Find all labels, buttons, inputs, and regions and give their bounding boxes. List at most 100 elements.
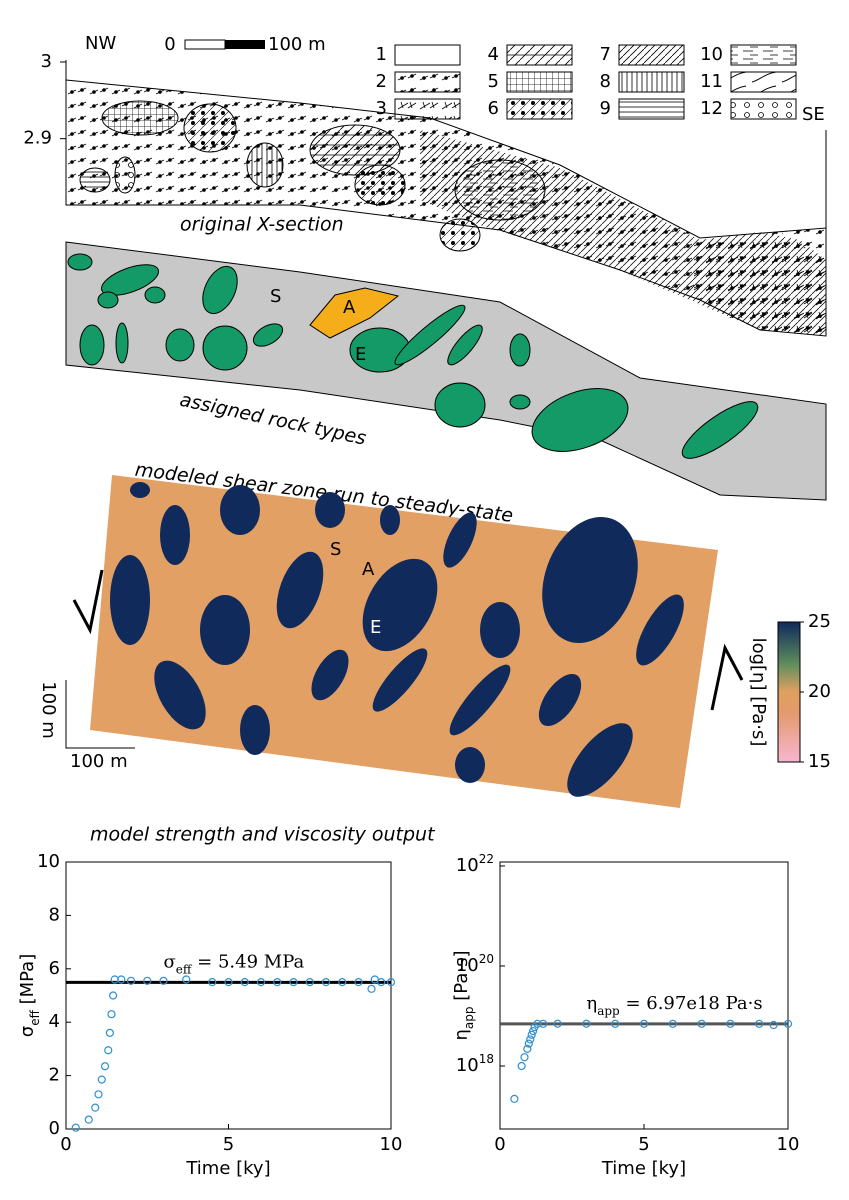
- point: [256, 978, 266, 987]
- point: [526, 1035, 535, 1044]
- y-tick-label: 6: [49, 958, 60, 979]
- plot-area: [65, 861, 392, 1130]
- point: [117, 975, 126, 984]
- point: [97, 1075, 106, 1084]
- point: [109, 991, 118, 1000]
- y-tick-label: 0: [49, 1118, 60, 1139]
- point: [377, 978, 386, 987]
- point: [84, 1115, 93, 1124]
- point: [182, 975, 191, 984]
- legend-swatch: [618, 71, 685, 93]
- legend-swatch: [506, 71, 573, 93]
- superscript: 20: [479, 951, 494, 965]
- rock-label: A: [362, 559, 375, 580]
- plot-area: [499, 861, 789, 1130]
- rock-label: S: [330, 539, 341, 560]
- scale-bar: [225, 40, 265, 49]
- x-axis-label: Time [ky]: [185, 1158, 270, 1179]
- section-caption: original X-section: [180, 214, 344, 236]
- point: [769, 1020, 778, 1030]
- base: 10: [456, 855, 479, 876]
- point: [697, 1019, 706, 1028]
- label: σeff [MPa]: [17, 954, 42, 1037]
- legend-label: 7: [600, 44, 611, 65]
- unit: [309, 124, 401, 176]
- legend-label: 6: [488, 98, 499, 119]
- legend-label: 8: [600, 71, 611, 92]
- legend-label: 4: [488, 44, 499, 65]
- base: [MPa]: [17, 954, 38, 1010]
- point: [94, 1090, 103, 1099]
- point: [582, 1019, 591, 1028]
- point: [539, 1019, 548, 1028]
- scale-label: 100 m: [268, 34, 326, 55]
- base: = 5.49 MPa: [191, 951, 304, 972]
- assigned-section: S A E assigned rock types: [65, 241, 827, 501]
- unit: [690, 232, 826, 336]
- point: [726, 1019, 735, 1028]
- y-tick-label: 8: [49, 904, 60, 925]
- tick-label: 3: [41, 51, 52, 72]
- shear-zone-model: modeled shear zone run to steady-state S…: [38, 459, 831, 808]
- point: [143, 976, 152, 985]
- y-tick-label: 2: [49, 1065, 60, 1086]
- point: [520, 1053, 529, 1062]
- point: [783, 1019, 793, 1028]
- point: [107, 1010, 116, 1019]
- label: 1022: [456, 851, 494, 876]
- point: [510, 1094, 519, 1103]
- base: σ: [164, 951, 176, 972]
- subscript: eff: [176, 962, 193, 976]
- unit: [79, 167, 111, 193]
- point: [321, 978, 331, 987]
- point: [91, 1103, 100, 1112]
- base: 10: [456, 955, 479, 976]
- point: [240, 978, 249, 987]
- green-bodies: [67, 253, 759, 459]
- rock-label: E: [355, 344, 366, 365]
- unit: [354, 164, 406, 206]
- point: [517, 1061, 526, 1071]
- legend-label: 11: [700, 71, 723, 92]
- point: [126, 976, 136, 985]
- y-tick-label: 4: [49, 1011, 60, 1032]
- unit: [183, 103, 237, 153]
- point: [338, 978, 347, 987]
- unit: [101, 100, 179, 136]
- subscript: app: [462, 1006, 476, 1029]
- label: 1020: [456, 951, 494, 976]
- point: [100, 1062, 110, 1071]
- x-axis-label: Time [ky]: [601, 1158, 686, 1179]
- rock-label: A: [343, 297, 356, 318]
- label: σeff = 5.49 MPa: [164, 951, 305, 976]
- tick-label: 20: [808, 681, 831, 702]
- section-outline: [65, 241, 827, 501]
- y-tick-label: 10: [37, 851, 60, 872]
- legend-label: 1: [376, 44, 387, 65]
- base: η: [451, 1029, 472, 1040]
- tick-label: 2.9: [23, 128, 52, 149]
- legend-swatch: [730, 98, 797, 120]
- model-scale: [65, 680, 135, 749]
- unit: [114, 156, 136, 194]
- x-tick-label: 10: [777, 1134, 800, 1155]
- point: [71, 1123, 80, 1132]
- shear-arrow: [72, 569, 104, 635]
- charts-heading: model strength and viscosity output: [90, 824, 436, 846]
- point: [104, 1046, 113, 1055]
- x-tick-label: 0: [494, 1134, 505, 1155]
- legend-swatch: [506, 98, 573, 120]
- legend-swatch: [506, 44, 573, 66]
- shear-arrow: [710, 643, 744, 711]
- scale-label: 100 m: [70, 751, 128, 772]
- yellow-body: [309, 287, 400, 339]
- section-caption: assigned rock types: [178, 389, 368, 450]
- stiff-bodies: [110, 482, 684, 797]
- tick-label: 15: [808, 751, 831, 772]
- legend-swatch: [618, 44, 685, 66]
- point: [639, 1019, 649, 1028]
